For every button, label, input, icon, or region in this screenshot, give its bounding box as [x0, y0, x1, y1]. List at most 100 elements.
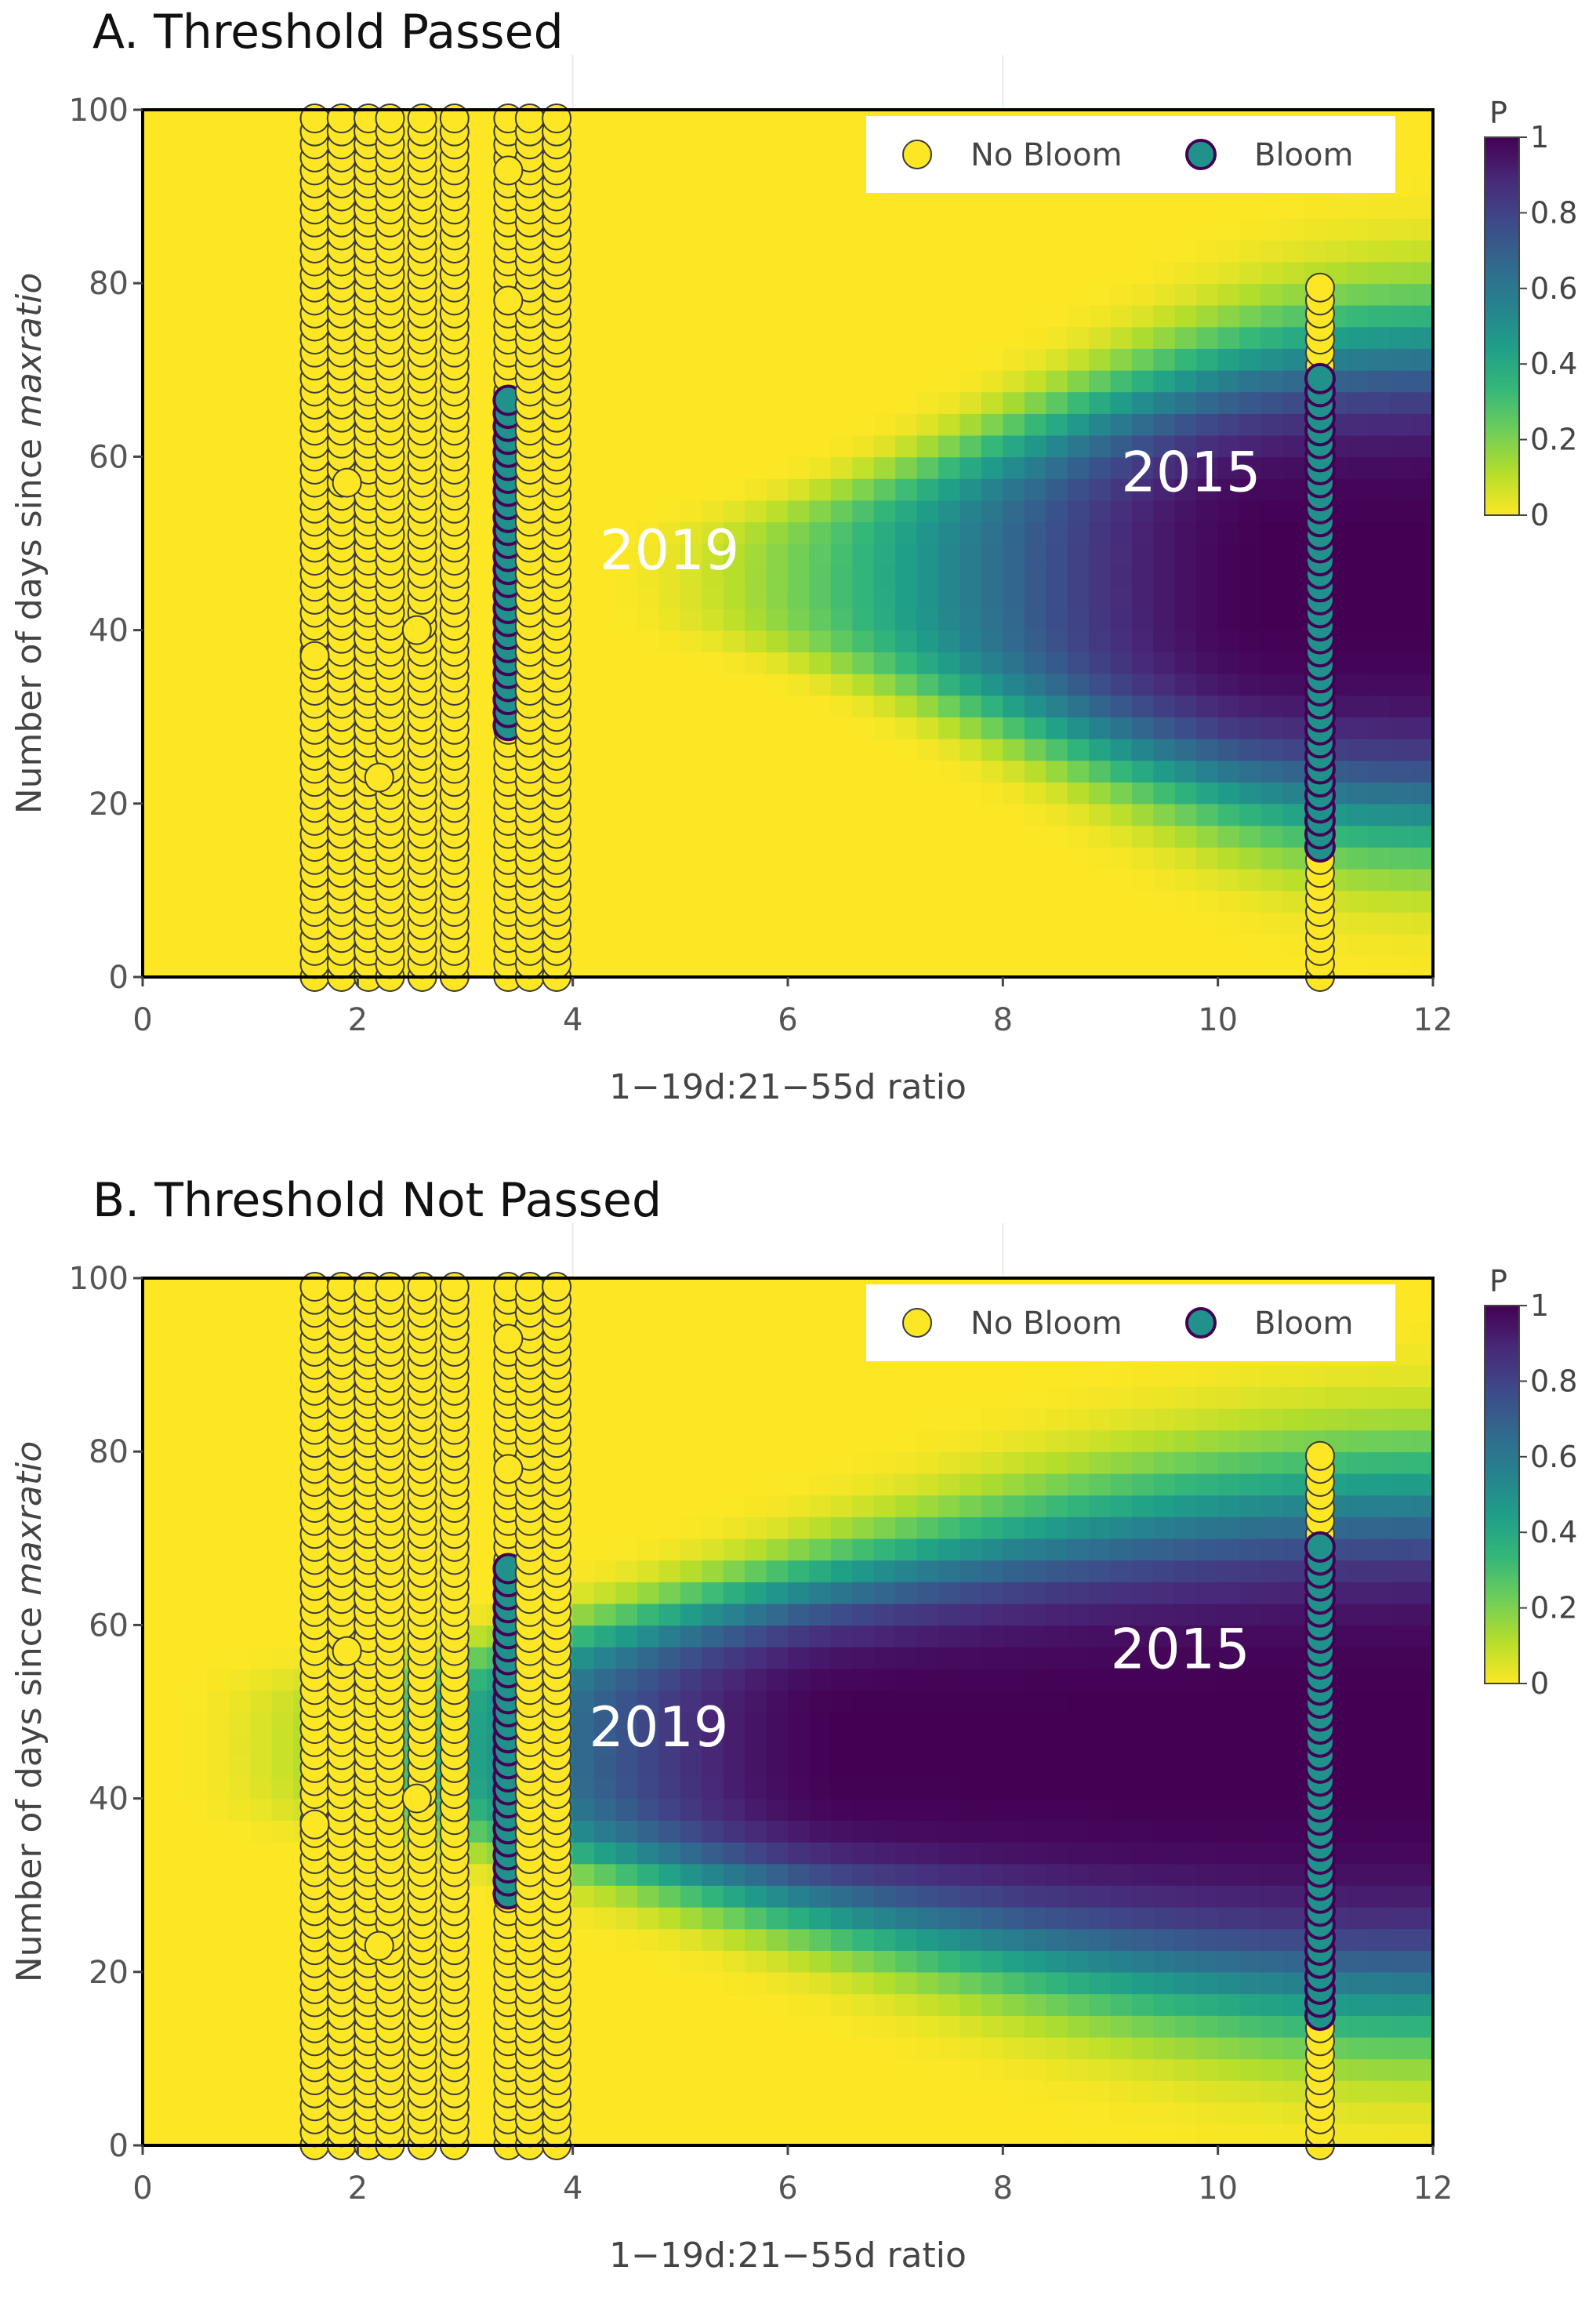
heatmap-cell [809, 2015, 831, 2037]
heatmap-cell [594, 456, 616, 478]
heatmap-cell [616, 1604, 638, 1625]
heatmap-cell [229, 1950, 251, 1972]
heatmap-cell [831, 1712, 853, 1734]
heatmap-cell [680, 1669, 702, 1691]
heatmap-cell [1111, 696, 1133, 717]
heatmap-cell [637, 1864, 659, 1886]
heatmap-cell [1412, 934, 1434, 956]
heatmap-cell [1025, 1538, 1046, 1560]
heatmap-cell [874, 782, 896, 804]
heatmap-cell [1261, 869, 1283, 891]
heatmap-cell [616, 2102, 638, 2124]
heatmap-cell [1347, 674, 1369, 696]
heatmap-cell [1003, 1386, 1025, 1408]
heatmap-cell [1347, 500, 1369, 522]
heatmap-cell [186, 175, 208, 197]
heatmap-cell [874, 370, 896, 392]
heatmap-cell [164, 327, 186, 349]
heatmap-cell [809, 1625, 831, 1647]
heatmap-cell [1390, 521, 1412, 543]
heatmap-cell [272, 132, 294, 154]
heatmap-cell [852, 1516, 874, 1538]
heatmap-cell [229, 283, 251, 305]
heatmap-cell [745, 1625, 767, 1647]
heatmap-cell [702, 826, 724, 848]
heatmap-cell [745, 240, 767, 262]
heatmap-cell [207, 1799, 229, 1821]
heatmap-cell [831, 565, 853, 587]
heatmap-cell [1089, 1994, 1111, 2016]
heatmap-cell [594, 305, 616, 327]
heatmap-cell [831, 1430, 853, 1452]
heatmap-cell [1282, 955, 1304, 977]
heatmap-cell [702, 804, 724, 826]
heatmap-cell [229, 2058, 251, 2080]
heatmap-cell [1068, 1560, 1090, 1582]
heatmap-cell [767, 630, 789, 652]
heatmap-cell [573, 717, 595, 739]
heatmap-cell [788, 696, 810, 717]
heatmap-cell [1239, 847, 1261, 869]
heatmap-cell [1046, 608, 1068, 630]
heatmap-cell [186, 1994, 208, 2016]
heatmap-cell [229, 1365, 251, 1387]
heatmap-cell [1347, 348, 1369, 370]
heatmap-cell [143, 1647, 165, 1669]
heatmap-cell [852, 1647, 874, 1669]
heatmap-cell [272, 1647, 294, 1669]
heatmap-cell [981, 543, 1003, 565]
heatmap-cell [981, 1820, 1003, 1842]
heatmap-cell [788, 348, 810, 370]
heatmap-cell [229, 392, 251, 414]
heatmap-cell [1068, 890, 1090, 912]
heatmap-cell [1025, 197, 1046, 219]
heatmap-cell [809, 1690, 831, 1712]
heatmap-cell [594, 717, 616, 739]
heatmap-cell [1132, 912, 1154, 934]
heatmap-cell [938, 1560, 960, 1582]
heatmap-cell [745, 674, 767, 696]
heatmap-cell [250, 1799, 272, 1821]
heatmap-cell [1068, 1777, 1090, 1799]
heatmap-cell [186, 565, 208, 587]
heatmap-cell [702, 348, 724, 370]
heatmap-cell [637, 1842, 659, 1864]
heatmap-cell [724, 132, 745, 154]
heatmap-cell [229, 2080, 251, 2102]
heatmap-cell [616, 1516, 638, 1538]
heatmap-cell [573, 478, 595, 500]
heatmap-cell [831, 587, 853, 608]
heatmap-cell [1111, 847, 1133, 869]
heatmap-cell [229, 1864, 251, 1886]
heatmap-cell [895, 392, 917, 414]
no-bloom-point [333, 469, 361, 497]
heatmap-cell [229, 2037, 251, 2059]
heatmap-cell [573, 1907, 595, 1929]
heatmap-cell [1369, 327, 1391, 349]
heatmap-cell [852, 847, 874, 869]
heatmap-cell [680, 630, 702, 652]
heatmap-cell [1153, 652, 1175, 674]
heatmap-cell [1239, 392, 1261, 414]
heatmap-cell [143, 1625, 165, 1647]
heatmap-cell [1196, 890, 1218, 912]
heatmap-cell [272, 1495, 294, 1517]
heatmap-cell [272, 630, 294, 652]
heatmap-cell [1347, 890, 1369, 912]
heatmap-cell [616, 2015, 638, 2037]
heatmap-cell [960, 1842, 982, 1864]
heatmap-cell [745, 1734, 767, 1756]
heatmap-cell [960, 1604, 982, 1625]
heatmap-cell [658, 869, 680, 891]
heatmap-cell [272, 262, 294, 284]
heatmap-cell [1068, 869, 1090, 891]
heatmap-cell [680, 1625, 702, 1647]
heatmap-cell [164, 1690, 186, 1712]
heatmap-cell [272, 1321, 294, 1343]
heatmap-cell [637, 2015, 659, 2037]
heatmap-cell [831, 847, 853, 869]
heatmap-cell [852, 1777, 874, 1799]
heatmap-cell [852, 630, 874, 652]
heatmap-cell [702, 1451, 724, 1473]
heatmap-cell [1025, 1669, 1046, 1691]
